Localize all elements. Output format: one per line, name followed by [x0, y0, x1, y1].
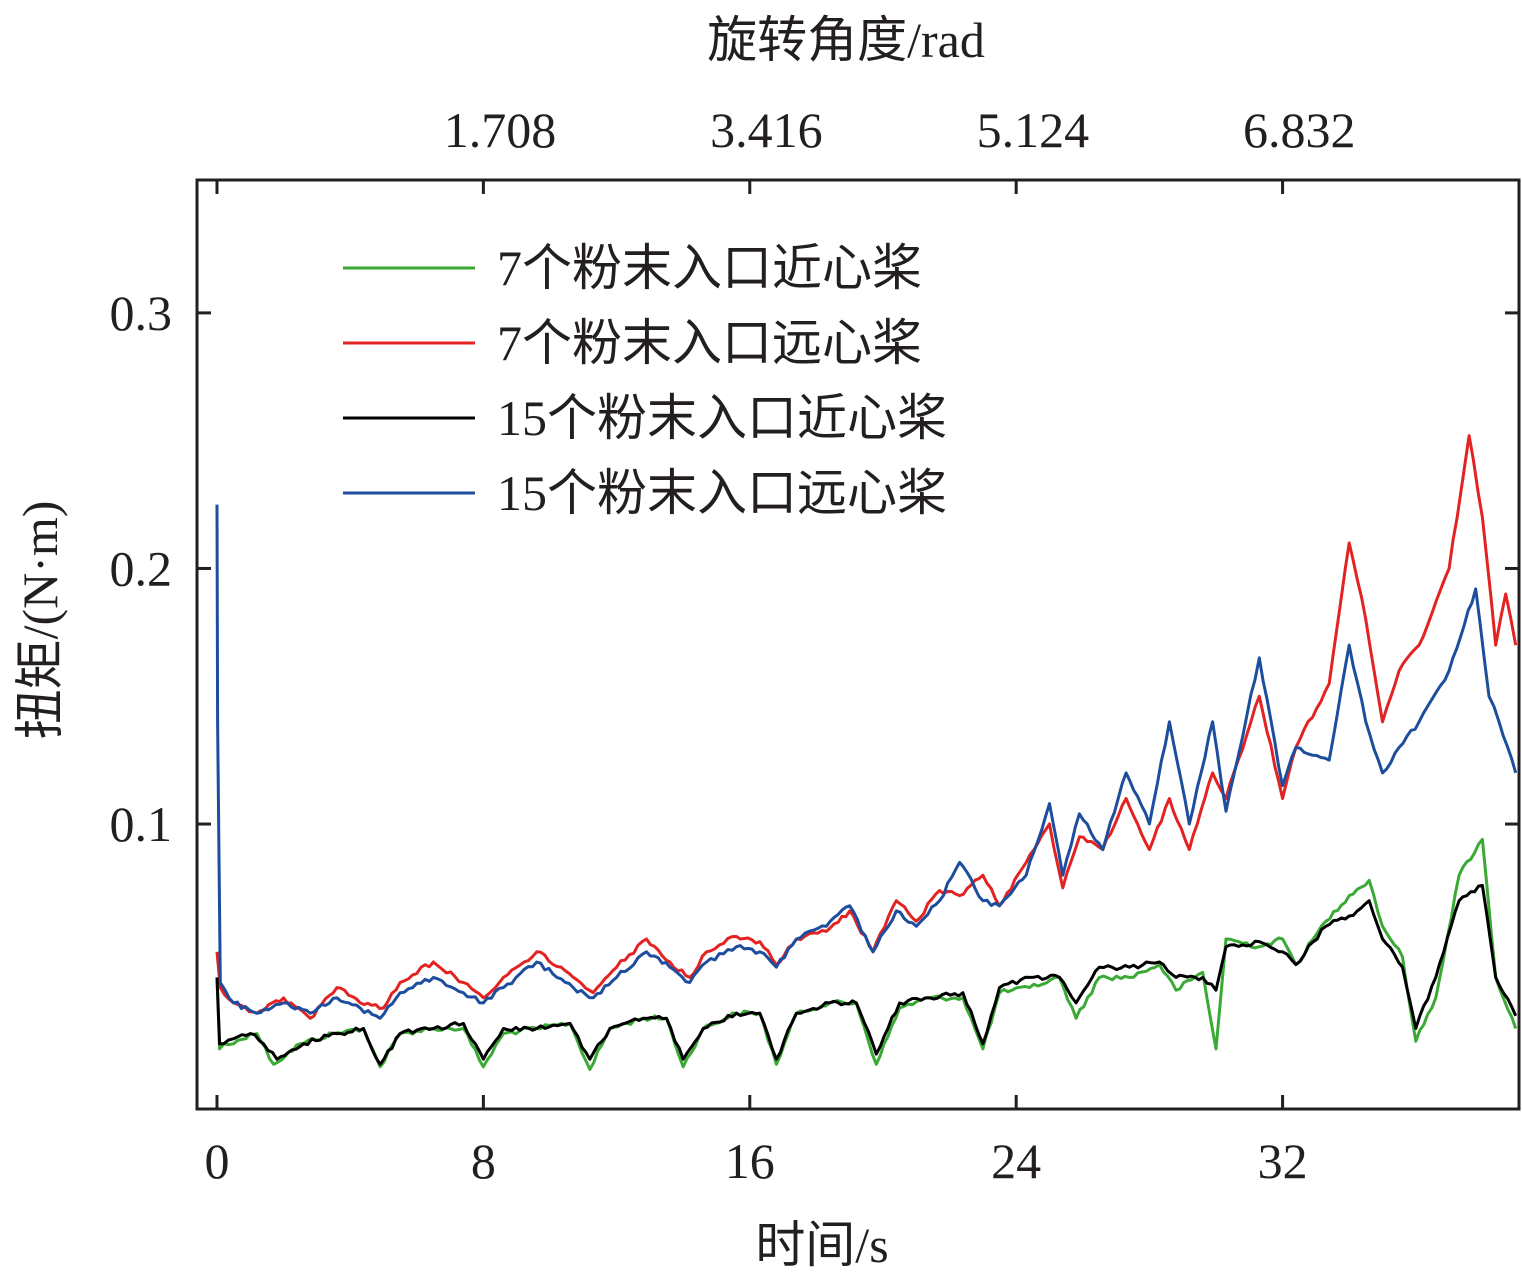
legend-label-3: 15个粉末入口近心桨 [497, 390, 947, 446]
plot-frame [195, 178, 1521, 1111]
y-axis-title: 扭矩/(N·m) [12, 501, 68, 740]
series-layer [215, 434, 1518, 1071]
legend-label-1: 7个粉末入口近心桨 [497, 240, 922, 296]
series-line-4 [215, 504, 1518, 1020]
ticks-layer: 0 8 16 24 32 1.708 3.416 5.124 6.832 0.1 0.2 0.3 [110, 102, 1519, 1189]
top-x-tick-label: 6.832 [1243, 102, 1356, 158]
y-tick-label: 0.2 [110, 540, 173, 596]
x-tick-label: 0 [204, 1133, 229, 1189]
legend-label-4: 15个粉末入口远心桨 [497, 465, 947, 521]
x-tick-label: 24 [991, 1133, 1041, 1189]
x-axis-title: 时间/s [755, 1217, 888, 1273]
legend: 7个粉末入口近心桨 7个粉末入口远心桨 15个粉末入口近心桨 15个粉末入口远心桨 [343, 240, 947, 521]
x-tick-label: 16 [725, 1133, 775, 1189]
legend-label-2: 7个粉末入口远心桨 [497, 315, 922, 371]
series-line-1 [215, 837, 1518, 1071]
top-x-tick-label: 1.708 [444, 102, 557, 158]
y-tick-label: 0.3 [110, 285, 173, 341]
x-tick-label: 32 [1258, 1133, 1308, 1189]
series-line-3 [215, 883, 1518, 1066]
top-x-tick-label: 5.124 [977, 102, 1090, 158]
top-axis-title: 旋转角度/rad [707, 12, 985, 68]
top-x-tick-label: 3.416 [710, 102, 823, 158]
y-tick-label: 0.1 [110, 796, 173, 852]
x-tick-label: 8 [471, 1133, 496, 1189]
